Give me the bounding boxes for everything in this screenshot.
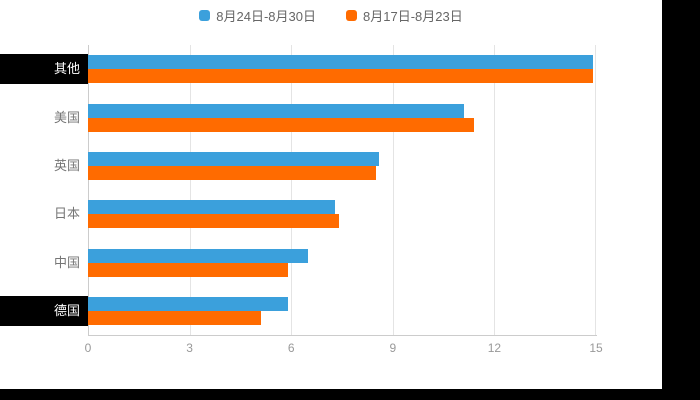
plot-area — [88, 45, 596, 335]
x-tick-label: 0 — [84, 341, 92, 355]
bar-series-0[interactable] — [88, 55, 593, 70]
x-tick-label: 6 — [287, 341, 295, 355]
x-tick-label: 9 — [389, 341, 397, 355]
legend-item-week-aug24-30[interactable]: 8月24日-8月30日 — [199, 6, 316, 25]
gridline — [595, 45, 596, 335]
bar-series-1[interactable] — [88, 117, 475, 132]
category-label: 英国 — [53, 157, 80, 173]
x-tick-label: 3 — [186, 341, 193, 355]
legend: 8月24日-8月30日 8月17日-8月23日 — [0, 6, 662, 25]
gridline — [494, 45, 496, 335]
series-orange-marker-icon — [346, 10, 357, 21]
bar-series-1[interactable] — [88, 69, 593, 84]
bar-series-1[interactable] — [88, 310, 261, 325]
x-tick-label: 12 — [487, 341, 502, 355]
bar-series-1[interactable] — [88, 214, 339, 229]
legend-label: 8月24日-8月30日 — [216, 9, 316, 24]
bar-series-0[interactable] — [88, 248, 309, 263]
bar-series-1[interactable] — [88, 165, 376, 180]
category-label: 其他 — [0, 54, 88, 85]
gridline — [189, 45, 191, 335]
gridline — [392, 45, 394, 335]
x-tick-label: 15 — [589, 341, 603, 355]
bar-series-0[interactable] — [88, 200, 336, 215]
bar-series-0[interactable] — [88, 296, 288, 311]
legend-label: 8月17日-8月23日 — [363, 9, 463, 24]
chart-card: 8月24日-8月30日 8月17日-8月23日 0 3 6 9 12 15 其他美国英国日本… — [0, 0, 662, 389]
category-label: 日本 — [53, 206, 80, 222]
y-axis-line — [88, 45, 89, 335]
category-label: 美国 — [53, 109, 80, 125]
series-blue-marker-icon — [199, 10, 211, 21]
bar-series-1[interactable] — [88, 262, 288, 277]
category-label: 德国 — [0, 295, 88, 326]
legend-item-week-aug17-23[interactable]: 8月17日-8月23日 — [346, 6, 463, 25]
bar-series-0[interactable] — [88, 103, 464, 118]
bar-series-0[interactable] — [88, 151, 380, 166]
x-axis-line — [88, 335, 597, 336]
gridline — [291, 45, 293, 335]
category-label: 中国 — [53, 254, 80, 270]
